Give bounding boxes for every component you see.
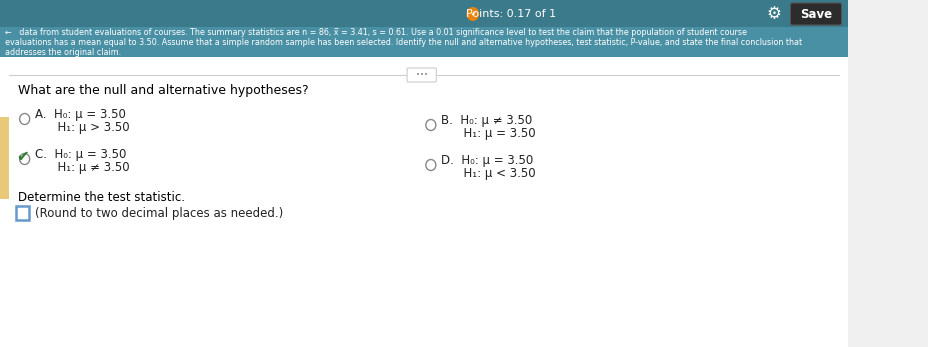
Circle shape xyxy=(19,113,30,125)
Text: ✔: ✔ xyxy=(17,149,29,163)
Circle shape xyxy=(19,153,30,164)
FancyBboxPatch shape xyxy=(0,0,847,27)
Text: Determine the test statistic.: Determine the test statistic. xyxy=(19,191,185,203)
FancyBboxPatch shape xyxy=(406,68,436,82)
Text: H₁: μ < 3.50: H₁: μ < 3.50 xyxy=(441,167,535,179)
Text: Points: 0.17 of 1: Points: 0.17 of 1 xyxy=(466,9,556,19)
Text: D.  H₀: μ = 3.50: D. H₀: μ = 3.50 xyxy=(441,153,533,167)
Text: ←   data from student evaluations of courses. The summary statistics are n = 86,: ← data from student evaluations of cours… xyxy=(5,27,746,36)
Text: H₁: μ = 3.50: H₁: μ = 3.50 xyxy=(441,127,535,139)
Text: C.  H₀: μ = 3.50: C. H₀: μ = 3.50 xyxy=(34,147,126,161)
Text: H₁: μ > 3.50: H₁: μ > 3.50 xyxy=(34,120,129,134)
FancyBboxPatch shape xyxy=(0,57,847,347)
FancyBboxPatch shape xyxy=(790,3,841,25)
Text: Save: Save xyxy=(799,8,831,20)
Text: (Round to two decimal places as needed.): (Round to two decimal places as needed.) xyxy=(34,206,283,220)
Circle shape xyxy=(425,160,435,170)
Circle shape xyxy=(425,119,435,130)
Text: B.  H₀: μ ≠ 3.50: B. H₀: μ ≠ 3.50 xyxy=(441,113,532,127)
FancyBboxPatch shape xyxy=(0,0,847,57)
Text: •••: ••• xyxy=(415,72,427,78)
Text: A.  H₀: μ = 3.50: A. H₀: μ = 3.50 xyxy=(34,108,125,120)
Text: What are the null and alternative hypotheses?: What are the null and alternative hypoth… xyxy=(19,84,308,96)
FancyBboxPatch shape xyxy=(17,206,29,220)
Text: evaluations has a mean equal to 3.50. Assume that a simple random sample has bee: evaluations has a mean equal to 3.50. As… xyxy=(5,37,801,46)
FancyBboxPatch shape xyxy=(0,117,9,199)
Text: H₁: μ ≠ 3.50: H₁: μ ≠ 3.50 xyxy=(34,161,129,174)
Text: addresses the original claim.: addresses the original claim. xyxy=(5,48,121,57)
Text: ✔: ✔ xyxy=(470,11,475,17)
Circle shape xyxy=(466,7,479,21)
Text: ⚙: ⚙ xyxy=(766,5,780,23)
